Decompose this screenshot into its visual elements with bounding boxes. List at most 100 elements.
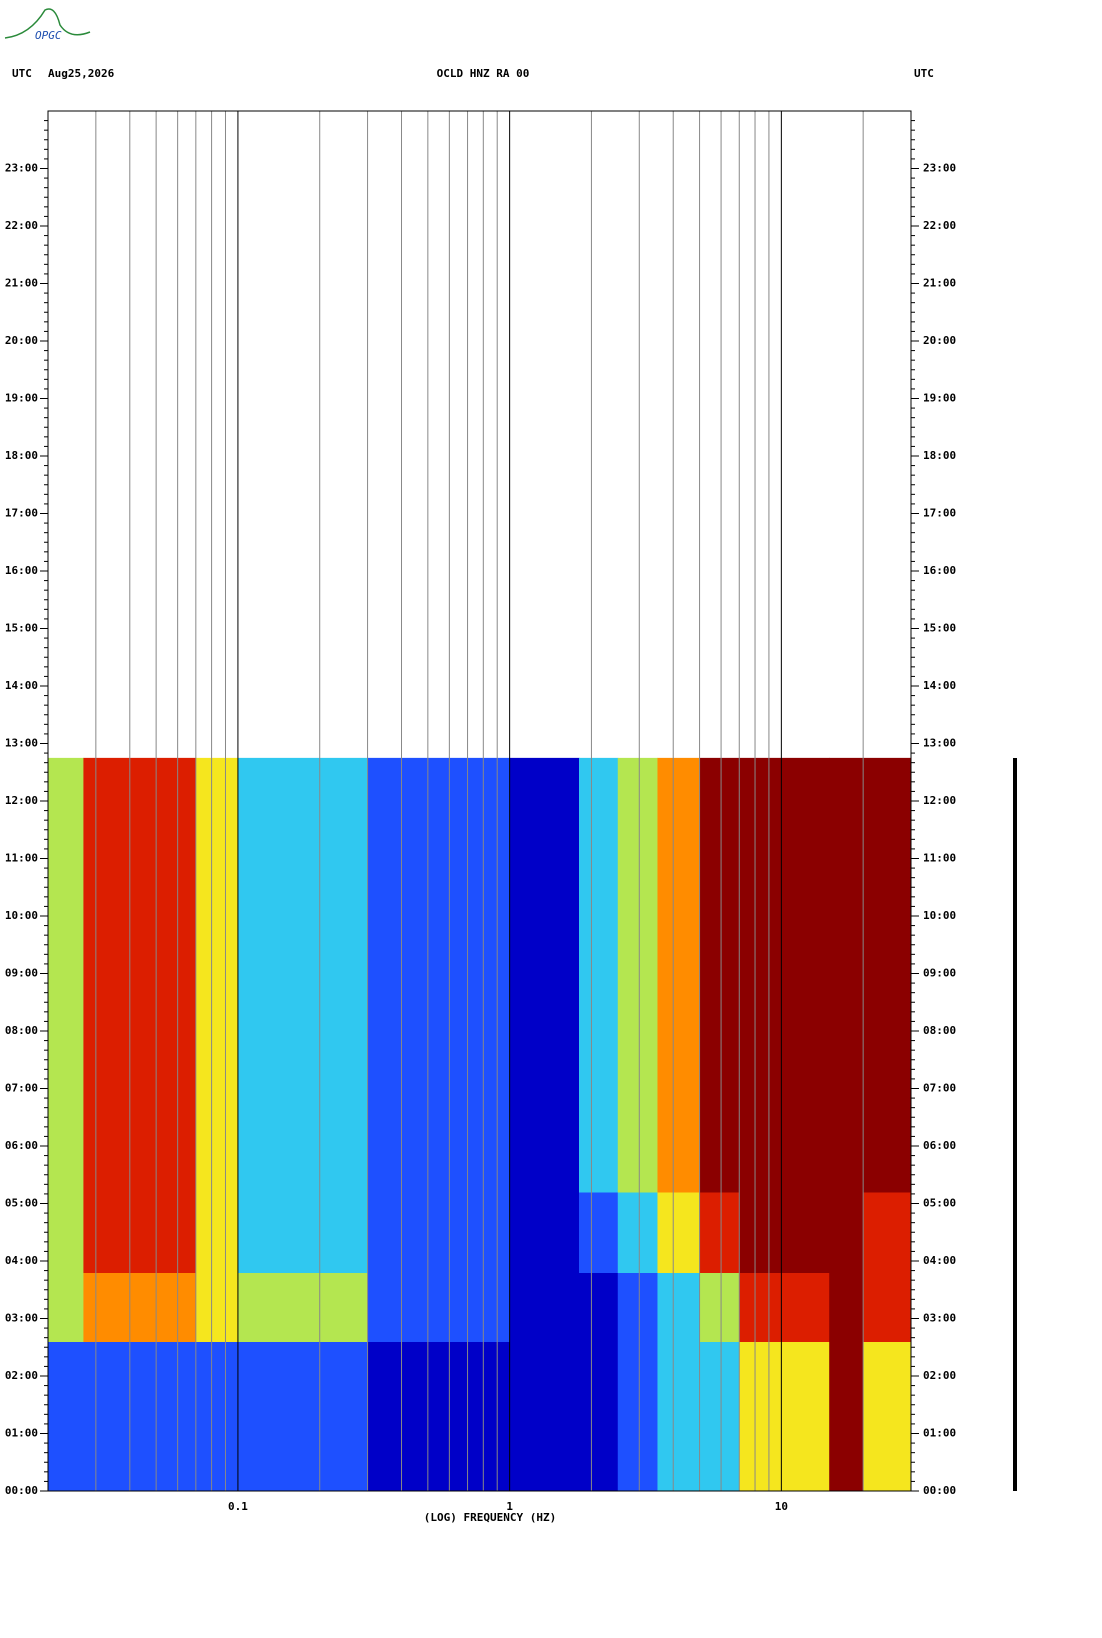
y-tick-label-right: 11:00 bbox=[923, 852, 956, 865]
spectrogram-cell bbox=[617, 1341, 658, 1492]
y-tick-label: 05:00 bbox=[5, 1197, 38, 1210]
y-tick-label: 14:00 bbox=[5, 679, 38, 692]
y-tick-label-right: 06:00 bbox=[923, 1139, 956, 1152]
spectrogram-cell bbox=[863, 1341, 912, 1492]
seismogram-trace bbox=[1013, 758, 1017, 1491]
y-tick-label: 02:00 bbox=[5, 1369, 38, 1382]
chart-title: OCLD HNZ RA 00 bbox=[437, 67, 530, 80]
spectrogram-cell bbox=[579, 1341, 619, 1492]
spectrogram-cell bbox=[509, 1192, 580, 1273]
spectrogram-cell bbox=[657, 757, 701, 1193]
spectrogram-cell bbox=[195, 757, 239, 1193]
y-tick-label: 19:00 bbox=[5, 392, 38, 405]
spectrogram-cell bbox=[739, 1192, 830, 1273]
spectrogram-cell bbox=[48, 1192, 84, 1273]
y-tick-label-right: 07:00 bbox=[923, 1082, 956, 1095]
spectrogram-cell bbox=[699, 1192, 740, 1273]
y-tick-label: 08:00 bbox=[5, 1024, 38, 1037]
y-tick-label: 07:00 bbox=[5, 1082, 38, 1095]
spectrogram-cell bbox=[509, 1272, 580, 1342]
y-tick-label: 13:00 bbox=[5, 737, 38, 750]
spectrogram-cell bbox=[617, 1272, 658, 1342]
spectrogram-cell bbox=[237, 1192, 369, 1273]
spectrogram-cell bbox=[367, 1192, 511, 1273]
spectrogram-cell bbox=[657, 1272, 701, 1342]
y-tick-label: 12:00 bbox=[5, 794, 38, 807]
y-tick-label: 10:00 bbox=[5, 909, 38, 922]
y-tick-label: 23:00 bbox=[5, 162, 38, 175]
header-left: UTC bbox=[12, 67, 32, 80]
y-tick-label-right: 03:00 bbox=[923, 1312, 956, 1325]
y-tick-label: 06:00 bbox=[5, 1139, 38, 1152]
y-tick-label: 11:00 bbox=[5, 852, 38, 865]
spectrogram-cell bbox=[739, 757, 830, 1193]
spectrogram-cell bbox=[195, 1341, 239, 1492]
y-tick-label: 17:00 bbox=[5, 507, 38, 520]
spectrogram-cell bbox=[829, 1272, 864, 1342]
y-tick-label: 16:00 bbox=[5, 564, 38, 577]
y-tick-label-right: 09:00 bbox=[923, 967, 956, 980]
spectrogram-cell bbox=[657, 1192, 701, 1273]
y-tick-label: 18:00 bbox=[5, 449, 38, 462]
y-tick-label-right: 10:00 bbox=[923, 909, 956, 922]
spectrogram-cell bbox=[48, 757, 84, 1193]
y-tick-label-right: 16:00 bbox=[923, 564, 956, 577]
spectrogram-cell bbox=[863, 1272, 912, 1342]
y-tick-label: 21:00 bbox=[5, 277, 38, 290]
spectrogram-cell bbox=[739, 1272, 830, 1342]
spectrogram-cell bbox=[617, 1192, 658, 1273]
spectrogram-cell bbox=[48, 1341, 84, 1492]
spectrogram-cell bbox=[83, 757, 197, 1193]
spectrogram-cell bbox=[83, 1192, 197, 1273]
spectrogram-cell bbox=[617, 757, 658, 1193]
y-tick-label-right: 17:00 bbox=[923, 507, 956, 520]
y-tick-label: 04:00 bbox=[5, 1254, 38, 1267]
y-tick-label: 03:00 bbox=[5, 1312, 38, 1325]
y-tick-label-right: 08:00 bbox=[923, 1024, 956, 1037]
spectrogram-cell bbox=[699, 1272, 740, 1342]
y-tick-label: 01:00 bbox=[5, 1427, 38, 1440]
x-axis-label: (LOG) FREQUENCY (HZ) bbox=[424, 1511, 556, 1524]
spectrogram-cell bbox=[83, 1341, 197, 1492]
spectrogram-cell bbox=[579, 1272, 619, 1342]
header-date: Aug25,2026 bbox=[48, 67, 115, 80]
y-tick-label-right: 18:00 bbox=[923, 449, 956, 462]
header-right: UTC bbox=[914, 67, 934, 80]
y-tick-label-right: 01:00 bbox=[923, 1427, 956, 1440]
spectrogram-cell bbox=[195, 1272, 239, 1342]
y-tick-label: 09:00 bbox=[5, 967, 38, 980]
spectrogram-cell bbox=[829, 1341, 864, 1492]
logo: OPGC bbox=[35, 29, 62, 42]
spectrogram-cell bbox=[699, 757, 740, 1193]
spectrogram-cell bbox=[699, 1341, 740, 1492]
y-tick-label-right: 00:00 bbox=[923, 1484, 956, 1497]
spectrogram-cell bbox=[579, 1192, 619, 1273]
y-tick-label-right: 15:00 bbox=[923, 622, 956, 635]
spectrogram-cell bbox=[237, 757, 369, 1193]
spectrogram-cell bbox=[579, 757, 619, 1193]
y-tick-label-right: 22:00 bbox=[923, 219, 956, 232]
spectrogram-cell bbox=[829, 1192, 864, 1273]
spectrogram-cell bbox=[195, 1192, 239, 1273]
spectrogram-cell bbox=[367, 757, 511, 1193]
spectrogram-cell bbox=[509, 1341, 580, 1492]
y-tick-label-right: 19:00 bbox=[923, 392, 956, 405]
spectrogram-cell bbox=[657, 1341, 701, 1492]
y-tick-label-right: 21:00 bbox=[923, 277, 956, 290]
y-tick-label-right: 23:00 bbox=[923, 162, 956, 175]
spectrogram-cell bbox=[863, 757, 912, 1193]
spectrogram-cell bbox=[739, 1341, 830, 1492]
x-tick-label: 10 bbox=[775, 1500, 788, 1513]
y-tick-label-right: 04:00 bbox=[923, 1254, 956, 1267]
spectrogram-cell bbox=[367, 1272, 511, 1342]
y-tick-label-right: 14:00 bbox=[923, 679, 956, 692]
spectrogram-cell bbox=[863, 1192, 912, 1273]
spectrogram-cell bbox=[509, 757, 580, 1193]
y-tick-label-right: 13:00 bbox=[923, 737, 956, 750]
spectrogram-cell bbox=[367, 1341, 511, 1492]
spectrogram-cell bbox=[83, 1272, 197, 1342]
spectrogram-cell bbox=[237, 1341, 369, 1492]
y-tick-label-right: 02:00 bbox=[923, 1369, 956, 1382]
logo-swoosh bbox=[4, 8, 91, 39]
